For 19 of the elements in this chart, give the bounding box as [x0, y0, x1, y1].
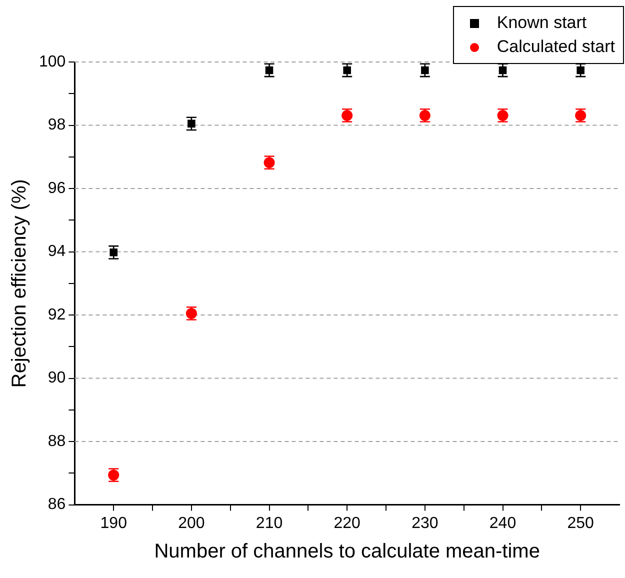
x-tick-label: 190: [100, 514, 128, 532]
x-axis-title: Number of channels to calculate mean-time: [154, 540, 540, 563]
y-tick-label: 96: [48, 180, 66, 197]
y-tick-label: 100: [38, 53, 66, 70]
x-tick-label: 200: [178, 514, 205, 532]
x-tick-label: 220: [334, 514, 361, 532]
x-tick-label: 250: [567, 514, 594, 532]
y-tick-label: 88: [48, 432, 66, 450]
x-tick-label: 240: [489, 514, 516, 532]
y-tick-label: 90: [48, 370, 66, 387]
y-tick-label: 86: [48, 496, 66, 514]
y-axis-title: Rejection efficiency (%): [8, 179, 31, 388]
x-tick-label: 210: [256, 514, 283, 532]
y-tick-label: 94: [48, 243, 66, 260]
legend-label: Calculated start: [496, 37, 615, 57]
y-tick-label: 92: [48, 306, 66, 324]
x-tick-label: 230: [412, 514, 438, 532]
legend-label: Known start: [496, 13, 587, 33]
y-tick-label: 98: [48, 116, 66, 134]
